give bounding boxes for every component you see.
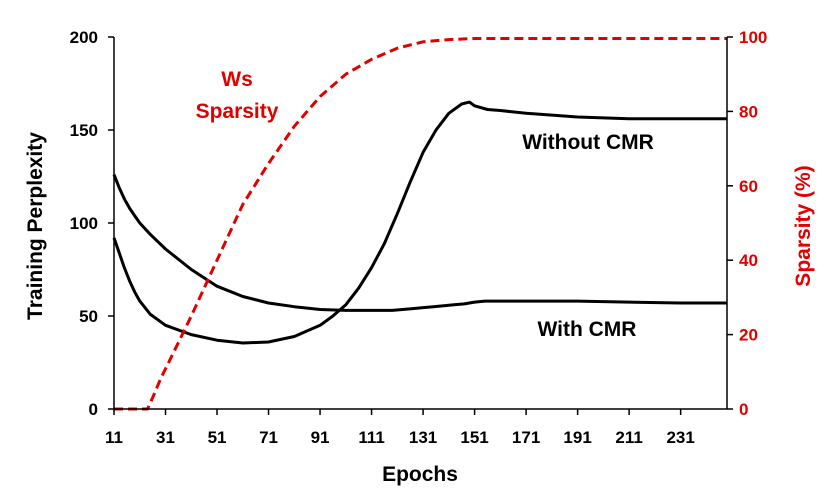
y-axis-right-title: Sparsity (%): [792, 165, 815, 286]
axes: [113, 37, 728, 410]
x-tick-label: 11: [105, 428, 123, 447]
series-lines: [112, 37, 727, 411]
x-tick-label: 71: [259, 428, 278, 447]
x-tick-label: 51: [208, 428, 227, 447]
ticks: 0 50 100 150 200 0 20 40 60 80 100 11 31 51 71 91 111 131…: [70, 28, 768, 447]
x-tick-label: 231: [666, 428, 694, 447]
y-left-tick-label: 200: [70, 28, 98, 47]
x-tick-label: 31: [156, 428, 175, 447]
annotation-sparsity: Sparsity: [196, 100, 279, 123]
y-right-tick-label: 40: [739, 251, 758, 270]
y-left-tick-label: 150: [70, 121, 98, 140]
x-tick-label: 191: [563, 428, 591, 447]
x-tick-label: 131: [409, 428, 437, 447]
x-tick-label: 211: [615, 428, 642, 447]
annotation-with-cmr: With CMR: [538, 318, 637, 341]
x-tick-label: 171: [512, 428, 540, 447]
y-right-tick-label: 0: [739, 400, 748, 419]
y-right-tick-label: 20: [739, 326, 758, 345]
series-line-with-cmr: [112, 100, 727, 345]
y-left-tick-label: 100: [70, 214, 98, 233]
series-line-without-cmr: [112, 174, 727, 312]
y-left-tick-label: 0: [89, 400, 98, 419]
x-tick-label: 111: [358, 428, 385, 447]
annotation-ws: Ws: [221, 68, 253, 91]
y-axis-left-title: Training Perplexity: [24, 132, 47, 320]
x-tick-label: 151: [460, 428, 488, 447]
y-left-tick-label: 50: [79, 307, 98, 326]
y-right-tick-label: 60: [739, 177, 758, 196]
series-line-ws-sparsity: [114, 37, 727, 411]
x-tick-label: 91: [311, 428, 330, 447]
annotation-without-cmr: Without CMR: [522, 131, 654, 154]
y-right-tick-label: 100: [739, 28, 767, 47]
x-axis-title: Epochs: [382, 463, 458, 486]
y-right-tick-label: 80: [739, 102, 758, 121]
